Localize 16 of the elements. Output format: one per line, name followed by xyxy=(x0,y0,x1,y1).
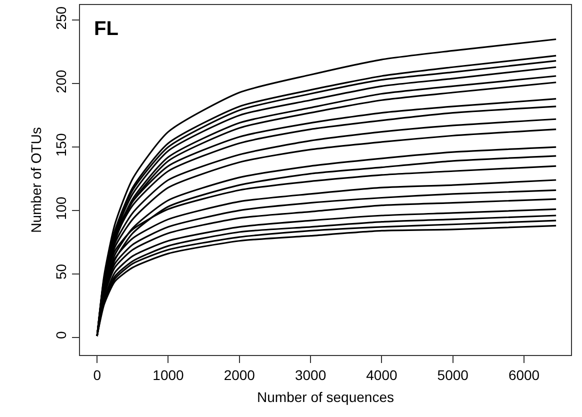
x-tick-label: 5000 xyxy=(437,367,469,383)
x-tick-label: 4000 xyxy=(366,367,398,383)
y-tick-label: 100 xyxy=(53,196,70,220)
x-tick-label: 2000 xyxy=(224,367,256,383)
y-tick-label: 250 xyxy=(53,6,70,30)
x-tick-label: 3000 xyxy=(294,367,326,383)
x-tick-label: 0 xyxy=(93,367,102,383)
y-tick-label: 0 xyxy=(53,331,70,340)
y-tick-label: 50 xyxy=(53,264,70,280)
y-tick-label: 200 xyxy=(53,70,70,94)
annotation: FL xyxy=(94,18,118,40)
y-axis-title: Number of OTUs xyxy=(28,127,44,233)
x-tick-label: 1000 xyxy=(152,367,184,383)
x-axis-title: Number of sequences xyxy=(257,389,394,406)
x-tick-label: 6000 xyxy=(508,367,540,383)
y-tick-label: 150 xyxy=(53,133,70,157)
